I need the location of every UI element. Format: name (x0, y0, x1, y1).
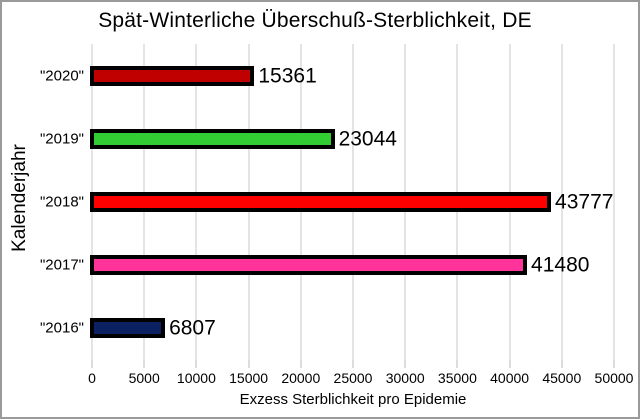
y-category-label: "2020" (39, 67, 84, 85)
x-tick-mark (143, 360, 146, 368)
bar-value-label: 41480 (531, 253, 590, 277)
chart-title: Spät-Winterliche Überschuß-Sterblichkeit… (98, 9, 532, 32)
x-tick-label: 10000 (176, 370, 216, 386)
x-tick-mark (247, 360, 250, 368)
bar-2019 (90, 128, 335, 149)
x-tick-mark (560, 360, 563, 368)
bar-2016 (90, 318, 166, 339)
x-tick-label: 30000 (385, 370, 425, 386)
x-tick-mark (508, 360, 511, 368)
plot-area: 0 5000 10000 15000 20000 25000 30000 35000 40000… (40, 44, 633, 386)
x-tick-mark (613, 360, 615, 368)
x-tick-label: 15000 (229, 370, 269, 386)
gridline (560, 44, 563, 360)
x-tick-label: 45000 (542, 370, 582, 386)
bar-2017 (90, 255, 528, 276)
y-category-label: "2018" (39, 193, 84, 211)
x-tick-mark (456, 360, 459, 368)
y-category-label: "2017" (39, 256, 84, 274)
x-tick-mark (195, 360, 198, 368)
x-tick-mark (91, 360, 93, 368)
bar-value-label: 43777 (555, 190, 614, 214)
x-tick-label: 0 (88, 370, 96, 386)
x-tick-label: 5000 (128, 370, 160, 386)
x-tick-mark (404, 360, 407, 368)
x-tick-mark (299, 360, 302, 368)
bar-2018 (90, 192, 552, 212)
x-tick-label: 40000 (490, 370, 530, 386)
gridline (613, 44, 615, 360)
x-tick-mark (352, 360, 354, 368)
bar-value-label: 23044 (338, 127, 397, 151)
x-tick-label: 25000 (333, 370, 373, 386)
x-axis-label: Exzess Sterblichkeit pro Epidemie (239, 391, 467, 408)
y-category-label: "2016" (39, 319, 84, 337)
x-tick-label: 35000 (437, 370, 477, 386)
x-tick-label: 20000 (281, 370, 321, 386)
bar-value-label: 15361 (258, 64, 317, 88)
y-category-label: "2019" (39, 130, 84, 148)
bar-2020 (90, 65, 255, 86)
bar-value-label: 6807 (169, 316, 216, 340)
x-tick-label: 50000 (594, 370, 634, 386)
